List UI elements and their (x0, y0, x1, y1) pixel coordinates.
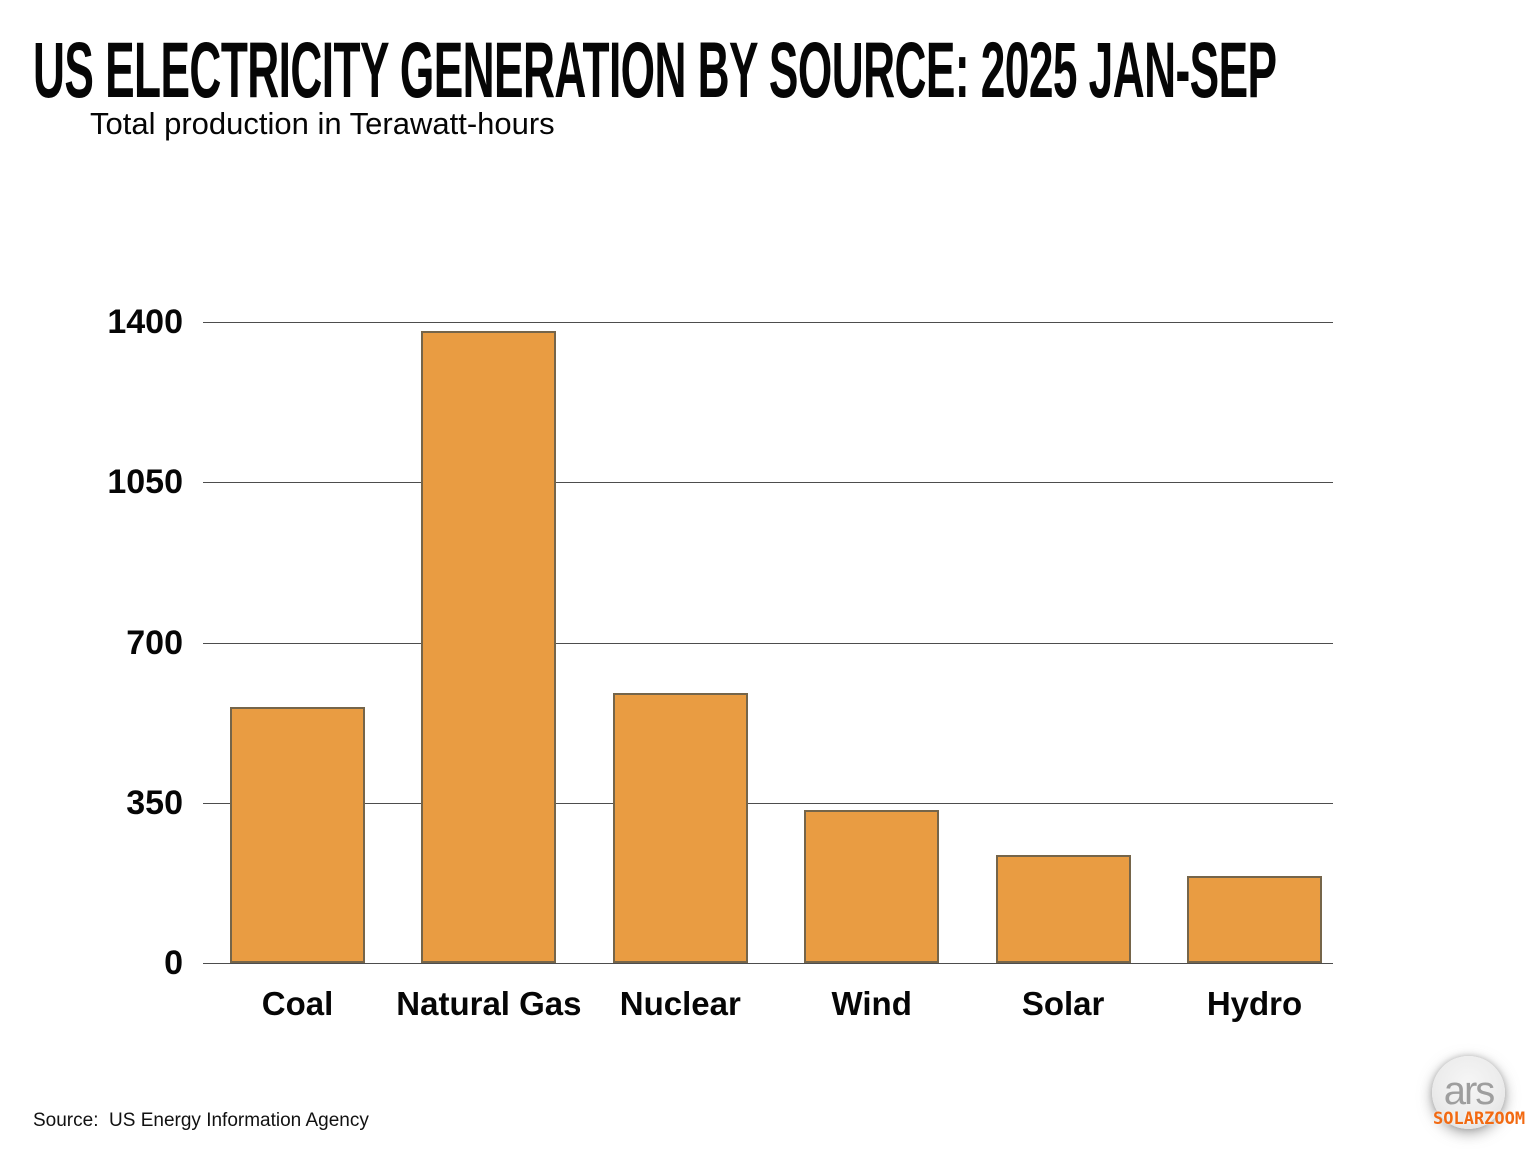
y-axis-tick-label: 1050 (107, 463, 183, 502)
x-axis-label-hydro: Hydro (1206, 985, 1303, 1022)
x-axis-label-coal: Coal (261, 985, 334, 1022)
x-axis-label-wind: Wind (831, 985, 912, 1022)
bar-wind (804, 809, 940, 963)
gridline-350 (203, 802, 1333, 804)
bar-solar (995, 855, 1131, 963)
source-note: Source: US Energy Information Agency (33, 1110, 369, 1131)
ars-logo: ars (1432, 1056, 1505, 1129)
bar-hydro (1187, 876, 1322, 963)
gridline-1400 (203, 322, 1333, 323)
gridline-700 (203, 642, 1333, 644)
y-axis-tick-label: 700 (126, 623, 183, 662)
chart-subtitle: Total production in Terawatt-hours (90, 106, 555, 141)
y-axis-tick-label: 1400 (107, 303, 183, 341)
solarzoom-watermark: SOLARZOOM (1433, 1109, 1526, 1129)
bar-nuclear (612, 692, 748, 963)
plot-area: Coal Natural Gas Nuclear Wind Solar Hydro (203, 322, 1333, 1022)
bar-natural-gas (421, 331, 557, 963)
x-axis-label-solar: Solar (1021, 985, 1105, 1022)
y-axis-tick-label: 0 (164, 944, 183, 982)
gridline-1050 (203, 482, 1333, 484)
chart-title: US ELECTRICITY GENERATION BY SOURCE: 202… (33, 25, 1277, 114)
x-axis-line (203, 963, 1333, 964)
ars-logo-text: ars (1443, 1068, 1496, 1113)
y-axis-tick-label: 350 (126, 783, 183, 822)
bar-coal (230, 706, 365, 963)
x-axis-label-nuclear: Nuclear (619, 985, 741, 1022)
x-axis-label-natural-gas: Natural Gas (396, 985, 582, 1022)
